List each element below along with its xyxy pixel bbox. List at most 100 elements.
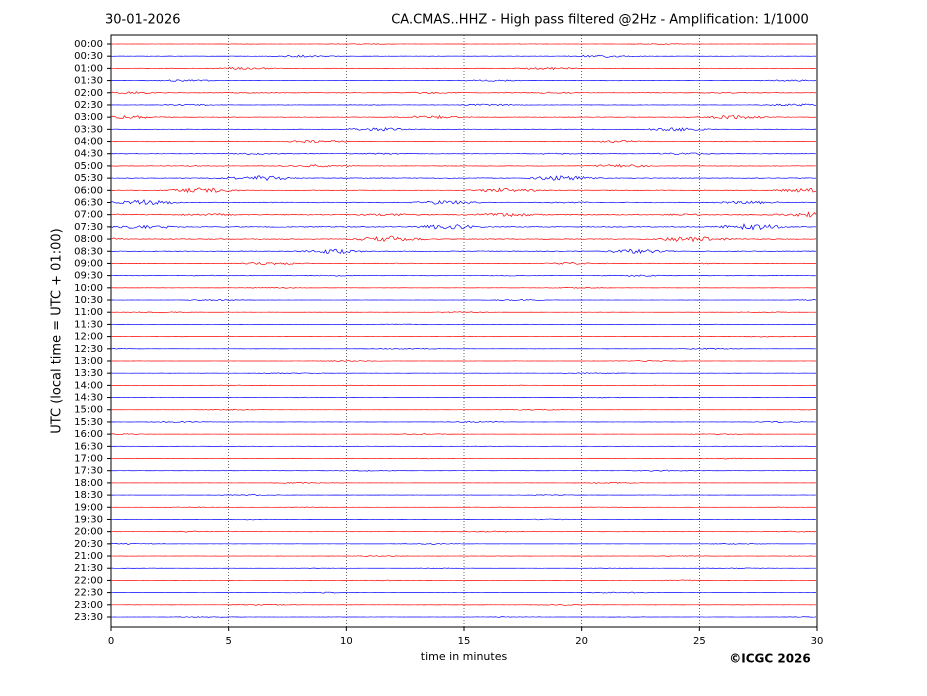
trace [110, 248, 817, 255]
trace [110, 199, 817, 205]
trace [110, 66, 817, 71]
trace [110, 603, 817, 606]
y-tick-label: 02:00 [74, 88, 103, 99]
trace [110, 114, 817, 120]
y-tick-label: 16:00 [74, 429, 103, 440]
y-tick-label: 08:00 [74, 234, 103, 245]
trace [110, 469, 817, 472]
trace [110, 408, 817, 411]
trace [110, 530, 817, 533]
y-tick-label: 14:30 [74, 393, 103, 404]
y-tick-label: 09:30 [74, 271, 103, 282]
y-tick-label: 07:00 [74, 210, 103, 221]
trace [110, 372, 817, 375]
trace [110, 127, 817, 132]
y-tick-label: 05:30 [74, 173, 103, 184]
trace [110, 43, 817, 45]
trace [110, 567, 816, 569]
y-tick-label: 02:30 [74, 100, 103, 111]
trace [110, 591, 817, 594]
trace [110, 211, 817, 218]
x-tick-label: 5 [225, 636, 231, 647]
y-tick-label: 08:30 [74, 246, 103, 257]
y-tick-label: 21:30 [74, 563, 103, 574]
trace [110, 79, 817, 82]
y-tick-label: 20:00 [74, 527, 103, 538]
x-axis-label: time in minutes [421, 650, 508, 663]
y-tick-label: 14:00 [74, 380, 103, 391]
y-tick-label: 22:00 [74, 575, 103, 586]
y-tick-label: 23:00 [74, 600, 103, 611]
trace [110, 175, 817, 181]
y-tick-label: 12:30 [74, 344, 103, 355]
y-tick-label: 04:30 [74, 149, 103, 160]
trace [110, 360, 817, 362]
trace [110, 223, 817, 231]
trace [110, 299, 817, 301]
trace [110, 494, 816, 496]
y-tick-label: 04:00 [74, 137, 103, 148]
trace [110, 421, 817, 423]
y-tick-label: 21:00 [74, 551, 103, 562]
y-tick-label: 10:00 [74, 283, 103, 294]
y-tick-label: 16:30 [74, 441, 103, 452]
trace [110, 323, 817, 326]
trace [110, 347, 817, 350]
y-tick-label: 12:00 [74, 332, 103, 343]
trace [110, 555, 817, 557]
y-tick-label: 03:30 [74, 124, 103, 135]
y-tick-label: 23:30 [74, 612, 103, 623]
trace [110, 518, 817, 521]
trace [110, 579, 817, 582]
y-tick-label: 19:00 [74, 502, 103, 513]
y-axis-label: UTC (local time = UTC + 01:00) [50, 228, 65, 433]
trace [110, 274, 817, 277]
trace [110, 311, 817, 314]
y-tick-label: 05:00 [74, 161, 103, 172]
x-tick-label: 30 [811, 636, 824, 647]
y-tick-label: 03:00 [74, 112, 103, 123]
y-tick-label: 17:30 [74, 466, 103, 477]
trace [110, 139, 817, 144]
y-tick-label: 15:00 [74, 405, 103, 416]
y-tick-label: 06:00 [74, 185, 103, 196]
trace [110, 91, 817, 95]
trace [110, 616, 817, 618]
y-tick-label: 00:30 [74, 51, 103, 62]
trace [110, 163, 817, 168]
plot-frame [110, 34, 818, 628]
y-tick-label: 13:30 [74, 368, 103, 379]
trace [110, 103, 817, 107]
y-tick-label: 07:30 [74, 222, 103, 233]
y-tick-label: 11:00 [74, 307, 103, 318]
x-tick-label: 10 [340, 636, 353, 647]
y-tick-label: 18:00 [74, 478, 103, 489]
y-tick-label: 13:00 [74, 356, 103, 367]
y-tick-label: 22:30 [74, 588, 103, 599]
trace [110, 506, 817, 508]
x-tick-label: 25 [693, 636, 706, 647]
y-tick-label: 18:30 [74, 490, 103, 501]
trace [110, 481, 817, 484]
trace [110, 457, 817, 460]
trace [110, 384, 817, 387]
y-tick-label: 10:30 [74, 295, 103, 306]
trace [111, 335, 816, 338]
trace [110, 235, 817, 243]
x-tick-label: 20 [575, 636, 588, 647]
y-tick-label: 01:30 [74, 76, 103, 87]
x-tick-label: 15 [458, 636, 471, 647]
y-tick-label: 15:30 [74, 417, 103, 428]
trace [110, 187, 817, 194]
date: 30-01-2026 [105, 13, 181, 28]
trace [110, 396, 817, 399]
y-tick-label: 00:00 [74, 39, 103, 50]
trace [110, 542, 817, 545]
trace [110, 54, 817, 58]
trace [110, 152, 817, 156]
y-tick-label: 09:00 [74, 258, 103, 269]
y-tick-label: 19:30 [74, 514, 103, 525]
trace [110, 445, 817, 447]
y-tick-label: 01:00 [74, 63, 103, 74]
